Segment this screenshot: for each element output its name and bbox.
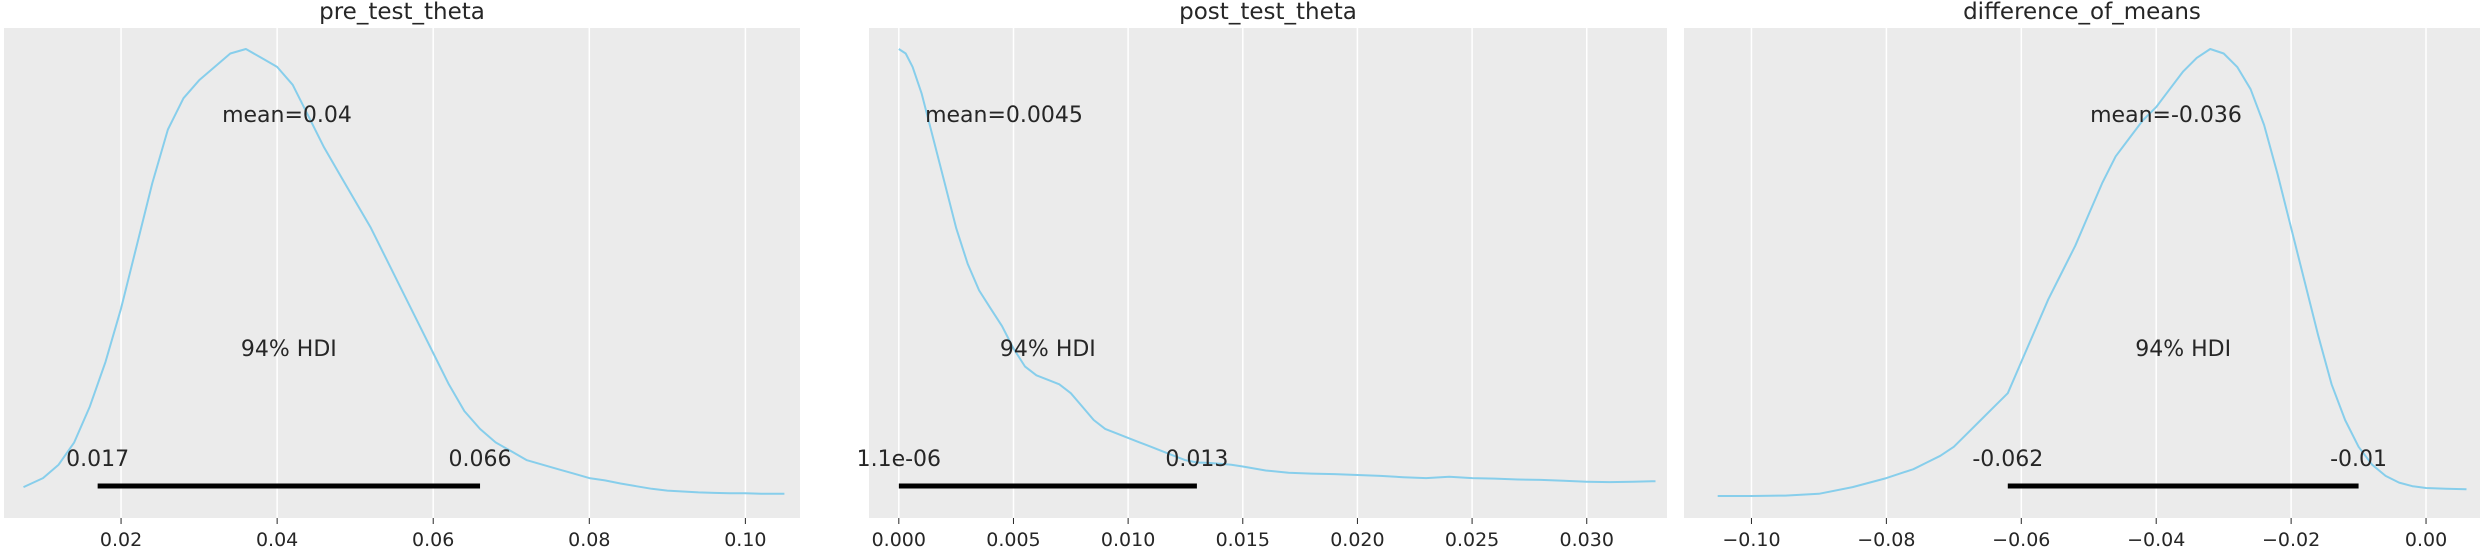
plot-area [869,28,1667,518]
hdi-lower-label: -0.062 [1972,447,2043,472]
x-tick-label: −0.08 [1857,529,1915,551]
x-tick-label: 0.000 [872,529,926,551]
x-tick-label: 0.08 [568,529,610,551]
hdi-lower-label: 0.017 [66,447,129,472]
subplot-title: difference_of_means [1963,0,2201,25]
subplot-title: pre_test_theta [319,0,485,25]
x-tick-label: 0.025 [1445,529,1499,551]
x-tick-label: 0.10 [724,529,766,551]
subplot-pre-test-theta: 0.02 0.04 0.06 0.08 0.10 pre_test_theta 0.017 0… [4,0,800,551]
hdi-caption: 94% HDI [2135,337,2231,362]
plot-area [1684,28,2480,518]
x-tick-label: 0.010 [1101,529,1155,551]
x-tick-label: −0.06 [1992,529,2050,551]
hdi-caption: 94% HDI [1000,337,1096,362]
x-tick-label: 0.06 [412,529,454,551]
x-tick-label: 0.020 [1330,529,1384,551]
hdi-upper-label: 0.066 [449,447,512,472]
x-tick-label: 0.02 [100,529,142,551]
plot-area [4,28,800,518]
density-curve [1717,48,2467,497]
subplot-title: post_test_theta [1179,0,1357,25]
x-tick-label: 0.005 [986,529,1040,551]
mean-label: mean=0.04 [222,103,352,128]
x-tick-label: 0.04 [256,529,298,551]
hdi-upper-label: 0.013 [1165,447,1228,472]
x-tick-label: −0.02 [2262,529,2320,551]
x-tick-label: 0.015 [1216,529,1270,551]
x-tick-label: 0.00 [2405,529,2447,551]
hdi-upper-label: -0.01 [2330,447,2387,472]
hdi-lower-label: 1.1e-06 [857,447,941,472]
density-curve [23,48,785,495]
x-tick-label: −0.10 [1722,529,1780,551]
x-tick-label: −0.04 [2127,529,2185,551]
subplot-difference-of-means: −0.10 −0.08 −0.06 −0.04 −0.02 0.00 difference_… [1684,0,2480,551]
mean-label: mean=0.0045 [925,103,1083,128]
density-curve [898,48,1656,484]
mean-label: mean=-0.036 [2090,103,2242,128]
subplot-post-test-theta: 0.000 0.005 0.010 0.015 0.020 0.025 0.030 post_… [857,0,1667,551]
hdi-caption: 94% HDI [241,337,337,362]
x-tick-label: 0.030 [1560,529,1614,551]
